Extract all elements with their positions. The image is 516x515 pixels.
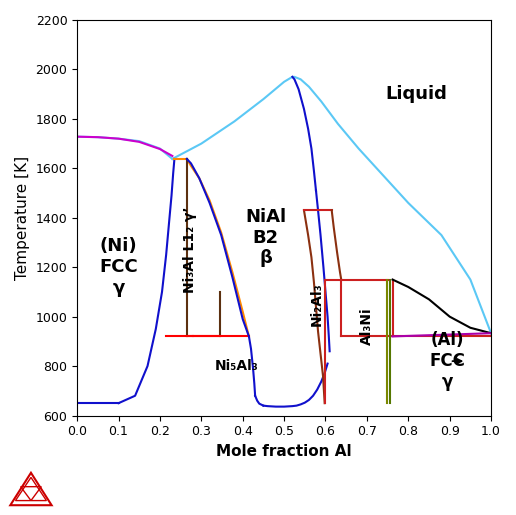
Text: (Al)
FCC
γ: (Al) FCC γ xyxy=(430,331,465,391)
Text: NiAl
B2
β: NiAl B2 β xyxy=(245,208,286,267)
Text: Ni₂Al₃: Ni₂Al₃ xyxy=(310,282,324,326)
Text: (Ni)
FCC
γ: (Ni) FCC γ xyxy=(99,237,138,297)
Text: Ni₅Al₃: Ni₅Al₃ xyxy=(215,359,259,373)
Text: Al₃Ni: Al₃Ni xyxy=(360,308,374,346)
X-axis label: Mole fraction Al: Mole fraction Al xyxy=(216,444,352,459)
Y-axis label: Temperature [K]: Temperature [K] xyxy=(15,156,30,280)
Text: Liquid: Liquid xyxy=(385,85,447,103)
Text: Ni₃Al L1₂ γ’: Ni₃Al L1₂ γ’ xyxy=(183,207,197,293)
